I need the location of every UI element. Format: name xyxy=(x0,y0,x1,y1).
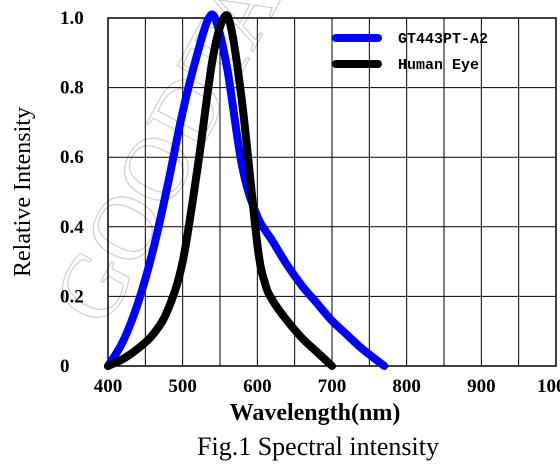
x-tick-label: 600 xyxy=(243,376,272,397)
y-tick-label: 0.6 xyxy=(60,147,84,168)
series-line-human-eye xyxy=(104,11,336,370)
series-line-gt443pt-a2 xyxy=(104,10,389,370)
figure-caption: Fig.1 Spectral intensity xyxy=(197,432,439,461)
legend-label-gt443pt-a2: GT443PT-A2 xyxy=(398,31,488,48)
series-layer xyxy=(104,10,389,370)
y-tick-label: 0.8 xyxy=(60,78,84,99)
x-axis-label: Wavelength(nm) xyxy=(230,400,401,426)
y-tick-label: 0.4 xyxy=(60,217,84,238)
x-tick-label: 500 xyxy=(168,376,197,397)
x-tick-label: 400 xyxy=(94,376,123,397)
x-tick-label: 700 xyxy=(318,376,347,397)
grid xyxy=(108,18,556,366)
x-tick-label: 800 xyxy=(392,376,421,397)
legend-label-human-eye: Human Eye xyxy=(398,57,479,74)
y-axis-label: Relative Intensity xyxy=(10,107,36,277)
legend: GT443PT-A2 Human Eye xyxy=(332,31,488,74)
x-tick-label: 900 xyxy=(467,376,496,397)
y-tick-label: 0.2 xyxy=(60,286,84,307)
y-tick-label: 1.0 xyxy=(60,8,84,29)
y-tick-label: 0 xyxy=(60,356,70,377)
